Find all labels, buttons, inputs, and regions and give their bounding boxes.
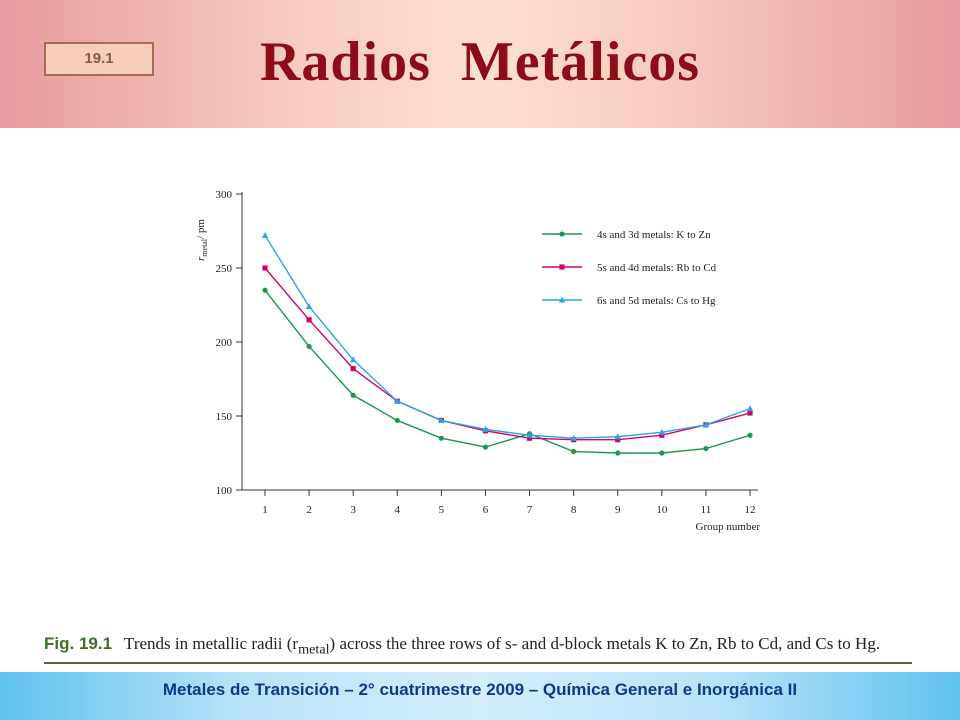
x-tick-label-5: 5: [439, 504, 445, 516]
y-axis-label: rmetal/ pm: [195, 219, 209, 261]
x-tick-label-6: 6: [483, 504, 489, 516]
series-1-point-2: [306, 343, 312, 350]
legend-marker-2: [559, 264, 565, 270]
section-badge: 19.1: [44, 42, 154, 76]
series-3-point-4: [394, 397, 401, 404]
y-tick-label-100: 100: [216, 485, 233, 497]
series-2-point-7: [526, 435, 533, 441]
series-2-point-3: [350, 366, 356, 372]
series-3-point-2: [305, 302, 313, 309]
x-tick-label-4: 4: [395, 504, 401, 516]
y-tick-label-250: 250: [216, 263, 233, 275]
series-3-point-8: [570, 434, 577, 441]
slide-footer: Metales de Transición – 2° cuatrimestre …: [0, 672, 960, 720]
x-tick-label-3: 3: [350, 504, 356, 516]
series-layer: [261, 231, 754, 456]
legend-entry-1: 4s and 3d metals: K to Zn: [542, 229, 711, 241]
x-tick-label-2: 2: [306, 504, 312, 516]
series-1-point-11: [703, 445, 709, 452]
x-tick-label-8: 8: [571, 504, 577, 516]
y-tick-label-300: 300: [216, 189, 233, 201]
footer-text: Metales de Transición – 2° cuatrimestre …: [162, 680, 798, 699]
series-3-point-1: [261, 231, 269, 238]
x-tick-label-7: 7: [527, 504, 533, 516]
figure-label: Fig. 19.1: [44, 634, 113, 653]
series-1-point-5: [438, 435, 444, 441]
series-1-point-9: [615, 450, 621, 456]
caption-divider: [44, 662, 912, 664]
series-1-point-8: [571, 448, 577, 455]
caption-text-2: ) across the three rows of s- and d-bloc…: [329, 634, 881, 653]
figure-caption: Fig. 19.1 Trends in metallic radii (rmeta…: [44, 634, 924, 658]
legend-marker-3: [558, 296, 566, 303]
series-1-point-1: [262, 287, 268, 293]
caption-sub: metal: [298, 641, 330, 658]
series-2-line: [264, 267, 751, 441]
caption-text: Trends in metallic radii (r: [124, 634, 299, 653]
x-tick-label-11: 11: [701, 504, 712, 516]
legend-label-3: 6s and 5d metals: Cs to Hg: [597, 295, 716, 307]
series-3-point-5: [438, 416, 445, 423]
series-3: [261, 231, 754, 441]
series-3-point-10: [658, 428, 666, 435]
series-1: [262, 287, 753, 456]
legend-label-1: 4s and 3d metals: K to Zn: [597, 229, 711, 241]
series-2-point-2: [306, 317, 312, 323]
series-1-point-12: [747, 432, 753, 438]
legend: 4s and 3d metals: K to Zn 5s and 4d metal…: [542, 229, 717, 307]
x-axis-label: Group number: [696, 521, 761, 533]
x-tick-label-1: 1: [262, 504, 268, 516]
series-3-line: [264, 235, 751, 439]
y-tick-label-200: 200: [216, 337, 233, 349]
series-2-point-10: [659, 432, 665, 438]
x-tick-label-12: 12: [745, 504, 756, 516]
series-2-point-9: [615, 437, 621, 443]
series-3-point-7: [526, 431, 533, 438]
series-2: [262, 265, 753, 443]
series-2-point-12: [747, 410, 753, 416]
legend-entry-3: 6s and 5d metals: Cs to Hg: [542, 295, 716, 307]
y-ticks: 100 150 200 250 300: [216, 189, 242, 497]
slide-header: 19.1 Radios Metálicos: [0, 0, 960, 128]
series-3-point-11: [702, 421, 710, 428]
series-1-point-10: [659, 450, 665, 456]
series-2-point-1: [262, 265, 268, 271]
y-tick-label-150: 150: [216, 411, 233, 423]
series-3-point-9: [614, 433, 621, 440]
legend-entry-2: 5s and 4d metals: Rb to Cd: [542, 262, 717, 274]
series-1-point-4: [394, 417, 400, 424]
x-ticks: 1 2 3 4 5 6 7 8 9 10 11 12: [262, 490, 756, 516]
x-tick-label-9: 9: [615, 504, 621, 516]
series-3-point-12: [746, 405, 754, 412]
legend-marker-1: [559, 231, 565, 237]
legend-label-2: 5s and 4d metals: Rb to Cd: [597, 262, 717, 274]
series-1-line: [264, 289, 751, 454]
series-1-point-3: [350, 392, 356, 398]
series-1-point-6: [482, 444, 489, 450]
x-tick-label-10: 10: [656, 504, 668, 516]
slide-title: Radios Metálicos: [259, 31, 701, 93]
series-3-point-3: [349, 356, 357, 363]
series-3-point-6: [482, 425, 489, 432]
